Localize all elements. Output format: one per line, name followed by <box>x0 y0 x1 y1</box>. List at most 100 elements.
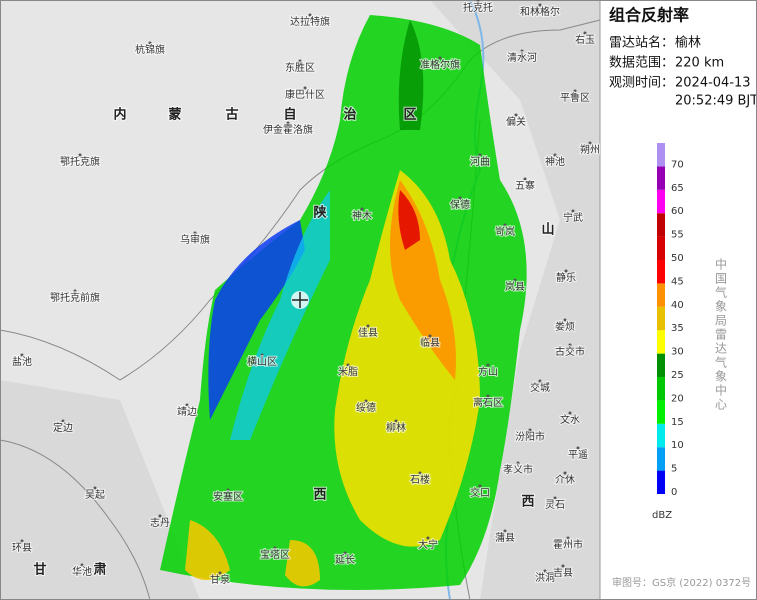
place-dot <box>218 571 222 575</box>
place-dot <box>516 461 520 465</box>
place-label: 保德 <box>450 198 470 211</box>
terrain <box>0 0 600 600</box>
place-label: 佳县 <box>358 326 378 339</box>
place-label: 五寨 <box>515 179 535 192</box>
place-dot <box>148 41 152 45</box>
place-label: 安塞区 <box>213 490 243 503</box>
legend-label: 20 <box>671 393 684 404</box>
place-label: 静乐 <box>556 271 576 284</box>
place-label: 东胜区 <box>285 61 315 74</box>
place-label: 朔州 <box>580 143 600 156</box>
legend-label: 15 <box>671 417 684 428</box>
place-dot <box>543 569 547 573</box>
place-label: 盐池 <box>12 355 32 368</box>
legend-swatch <box>657 423 665 448</box>
info-value: 220 km <box>675 56 724 71</box>
place-label: 交城 <box>530 381 550 394</box>
place-dot <box>458 196 462 200</box>
place-label: 延长 <box>335 554 355 566</box>
place-label: 洪洞 <box>535 572 555 584</box>
place-label: 康巴什区 <box>285 88 325 101</box>
place-label: 平遥 <box>568 448 588 461</box>
place-dot <box>514 113 518 117</box>
place-dot <box>20 539 24 543</box>
place-dot <box>80 563 84 567</box>
place-dot <box>303 86 307 90</box>
place-dot <box>561 564 565 568</box>
place-label: 绥德 <box>356 401 376 414</box>
place-dot <box>394 419 398 423</box>
legend-swatch <box>657 353 665 377</box>
place-dot <box>61 419 65 423</box>
place-dot <box>568 411 572 415</box>
place-dot <box>553 496 557 500</box>
info-value: 榆林 <box>675 36 701 51</box>
legend-swatch <box>657 283 665 307</box>
panel-title: 组合反射率 <box>609 6 689 25</box>
place-label: 达拉特旗 <box>290 15 330 28</box>
province-label: 区 <box>403 108 416 123</box>
info-label: 数据范围： <box>609 56 674 71</box>
info-panel <box>600 0 757 600</box>
place-label: 乌审旗 <box>180 233 210 246</box>
place-dot <box>73 289 77 293</box>
place-label: 平鲁区 <box>560 91 590 104</box>
place-label: 定边 <box>53 421 73 434</box>
legend-swatch <box>657 377 665 401</box>
legend-swatch <box>657 143 665 167</box>
legend-label: 50 <box>671 253 684 264</box>
place-label: 偏关 <box>506 115 526 128</box>
credit: 中国气象局雷达气象中心 <box>714 257 728 412</box>
legend-swatch <box>657 447 665 471</box>
place-dot <box>563 471 567 475</box>
place-dot <box>513 278 517 282</box>
place-label: 河曲 <box>470 156 490 168</box>
legend-label: 10 <box>671 440 684 451</box>
info-label: 雷达站名： <box>609 35 674 51</box>
place-dot <box>486 394 490 398</box>
place-dot <box>426 536 430 540</box>
legend-label: 5 <box>671 464 677 475</box>
place-dot <box>538 3 542 7</box>
place-label: 托克托 <box>463 1 493 14</box>
place-dot <box>564 269 568 273</box>
place-dot <box>308 13 312 17</box>
place-label: 离石区 <box>473 396 503 409</box>
place-dot <box>360 207 364 211</box>
place-label: 古交市 <box>555 345 585 358</box>
place-label: 伊金霍洛旗 <box>263 123 313 136</box>
legend-unit: dBZ <box>652 510 672 521</box>
legend-swatch <box>657 189 665 214</box>
place-label: 右玉 <box>575 33 595 46</box>
place-dot <box>588 141 592 145</box>
place-dot <box>366 324 370 328</box>
legend-label: 65 <box>671 183 684 194</box>
place-dot <box>273 546 277 550</box>
legend-swatch <box>657 400 665 424</box>
place-dot <box>571 209 575 213</box>
province-label: 内 <box>113 107 126 123</box>
province-label: 山 <box>541 222 554 238</box>
place-dot <box>528 428 532 432</box>
place-label: 靖边 <box>177 405 197 418</box>
place-label: 岚县 <box>505 281 525 293</box>
place-dot <box>20 353 24 357</box>
legend-swatch <box>657 306 665 331</box>
place-dot <box>286 121 290 125</box>
legend-label: 30 <box>671 347 684 358</box>
legend-label: 60 <box>671 206 684 217</box>
province-label: 古 <box>225 107 238 123</box>
place-dot <box>553 153 557 157</box>
place-label: 鄂托克旗 <box>60 155 100 168</box>
place-dot <box>568 343 572 347</box>
place-label: 和林格尔 <box>520 5 560 18</box>
place-label: 准格尔旗 <box>420 58 460 71</box>
place-label: 志丹 <box>150 516 170 529</box>
place-dot <box>566 536 570 540</box>
place-label: 杭锦旗 <box>135 43 165 56</box>
radar-site <box>291 291 309 309</box>
province-label: 陕 <box>313 205 327 221</box>
legend-label: 70 <box>671 159 684 170</box>
place-dot <box>503 223 507 227</box>
place-label: 蒲县 <box>495 531 515 544</box>
